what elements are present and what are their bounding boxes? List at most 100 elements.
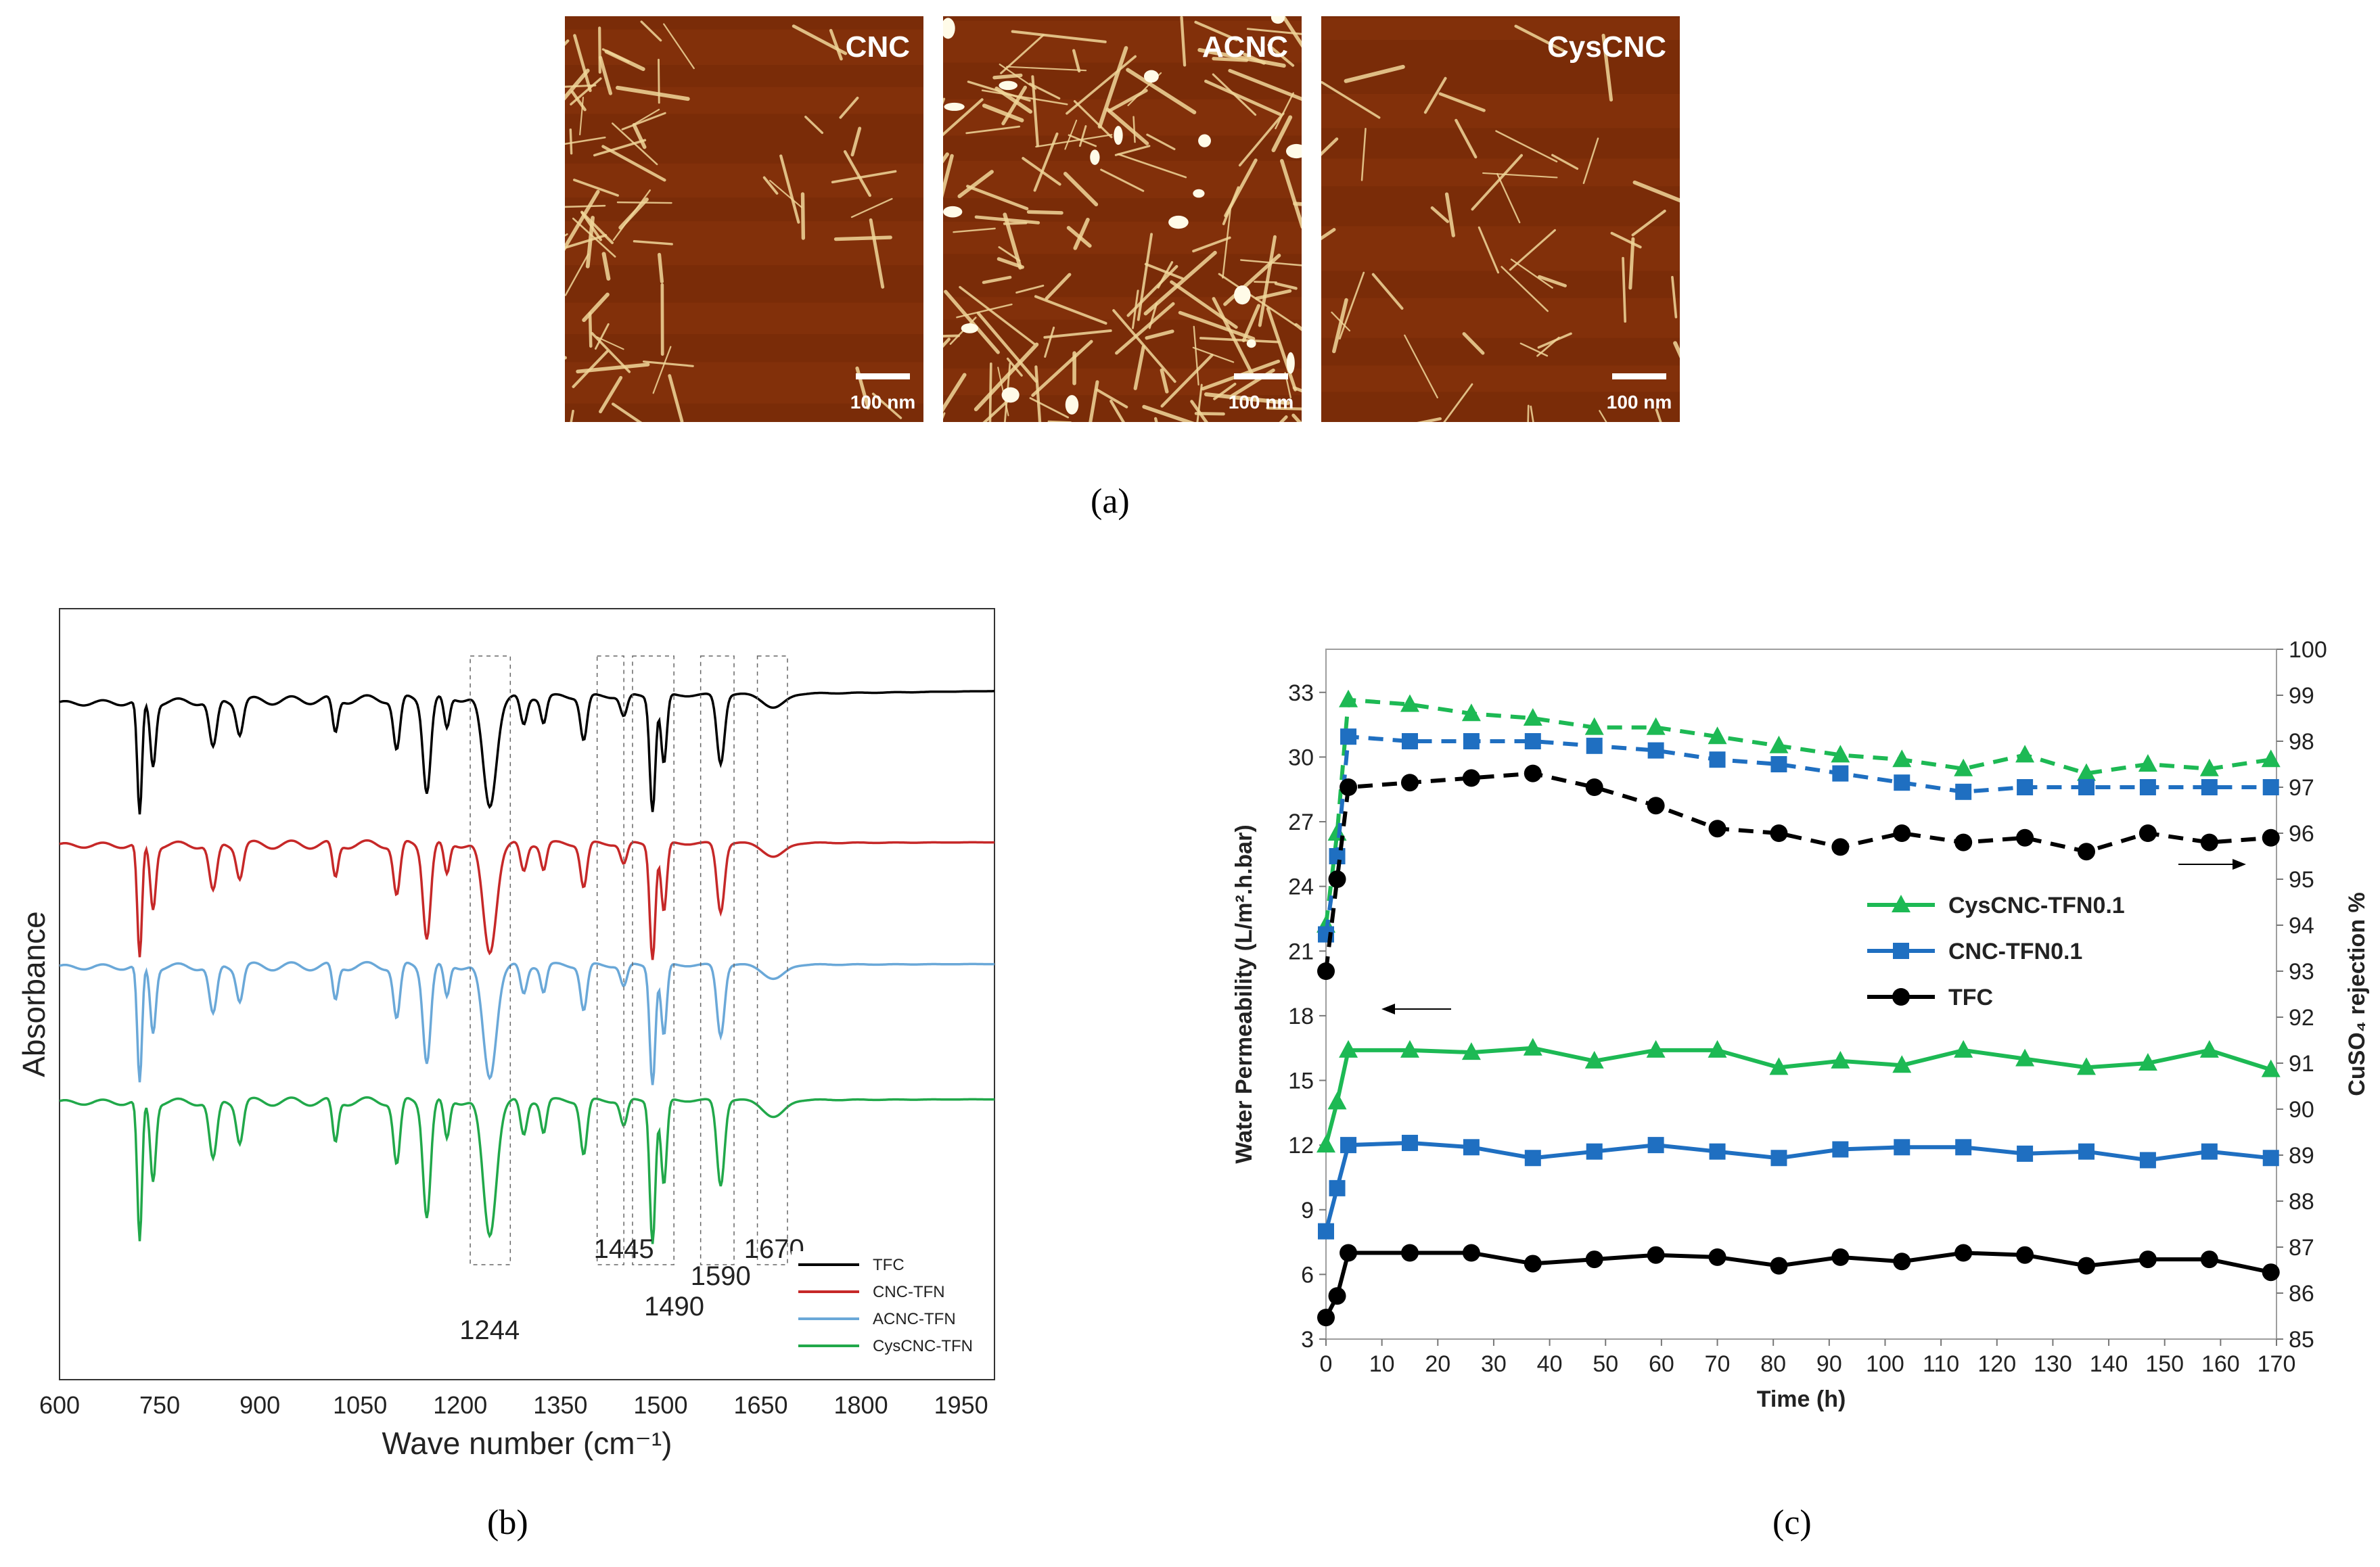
data-point-triangle (1317, 1135, 1335, 1153)
x-tick-label: 30 (1481, 1351, 1507, 1377)
afm-fiber (1196, 383, 1203, 422)
afm-fiber (1222, 206, 1232, 279)
afm-fiber (1266, 406, 1302, 411)
ftir-spectrum-cnc-tfn (59, 839, 995, 960)
afm-fiber (829, 28, 843, 61)
afm-fiber (658, 58, 660, 104)
afm-fiber (1117, 153, 1187, 179)
afm-fiber (1133, 345, 1145, 390)
afm-fiber (1462, 332, 1485, 355)
afm-fiber (1212, 73, 1257, 116)
afm-fiber (642, 360, 694, 367)
data-point-square (1463, 1139, 1480, 1156)
data-point-square (1894, 1139, 1910, 1156)
data-point-circle (2078, 843, 2095, 861)
afm-fiber (1114, 145, 1151, 156)
afm-fiber (1601, 33, 1614, 102)
y2-tick-label: 100 (2289, 637, 2327, 663)
data-point-square (1894, 774, 1910, 791)
afm-fiber (998, 246, 1021, 262)
x-tick-label: 60 (1649, 1351, 1674, 1377)
afm-fiber (1006, 357, 1023, 377)
data-point-circle (1317, 962, 1335, 980)
afm-fiber (632, 123, 647, 149)
y-axis-title: Water Permeability (L/m².h.bar) (1231, 824, 1257, 1163)
y-tick-label: 21 (1288, 939, 1314, 964)
afm-fiber (997, 257, 1024, 269)
afm-fiber (1148, 302, 1158, 329)
data-point-square (1709, 751, 1726, 768)
data-point-triangle (2015, 745, 2035, 763)
y-tick-label: 6 (1301, 1262, 1314, 1288)
afm-bright-spot (999, 80, 1017, 91)
afm-fiber (601, 145, 666, 182)
afm-fiber (1144, 262, 1184, 280)
afm-bright-spot (943, 206, 963, 218)
afm-fiber (573, 34, 592, 93)
x-tick-label: 140 (2090, 1351, 2128, 1377)
afm-fiber (1029, 83, 1061, 100)
x-tick-label: 130 (2034, 1351, 2072, 1377)
y-tick-label: 12 (1288, 1133, 1314, 1159)
afm-fiber (1631, 210, 1666, 237)
afm-fiber (1142, 404, 1195, 422)
afm-fiber (640, 20, 662, 42)
data-point-square (1524, 1150, 1541, 1167)
data-point-circle (2200, 833, 2218, 851)
afm-panel-acnc: ACNC 100 nm (943, 16, 1302, 422)
afm-fiber (1194, 20, 1238, 41)
data-point-circle (1524, 764, 1542, 782)
afm-fiber (1100, 168, 1145, 192)
legend-label: CNC-TFN (873, 1283, 945, 1301)
afm-fiber (1072, 49, 1081, 73)
afm-fiber (1482, 172, 1558, 179)
afm-fiber (1063, 172, 1099, 207)
data-point-circle (1524, 1255, 1542, 1273)
afm-fiber (1258, 235, 1277, 327)
data-point-circle (2138, 824, 2157, 842)
afm-fiber (1213, 382, 1237, 400)
rejection-line-cyscnc-tfn0.1 (1324, 697, 2272, 926)
data-point-square (1340, 1137, 1357, 1154)
data-point-square (1329, 1179, 1346, 1196)
afm-fiber (663, 23, 695, 70)
afm-fiber (1146, 133, 1176, 151)
data-point-square (2078, 779, 2095, 795)
data-point-square (1709, 1143, 1726, 1160)
data-point-circle (1831, 838, 1850, 856)
afm-fiber (1015, 284, 1045, 294)
data-point-square (2078, 1143, 2095, 1160)
data-point-triangle (1892, 749, 1912, 768)
afm-fiber (1115, 302, 1175, 355)
x-tick-label: 1500 (633, 1391, 687, 1419)
data-point-circle (1462, 1244, 1480, 1262)
afm-fiber (598, 26, 601, 74)
x-tick-label: 20 (1425, 1351, 1450, 1377)
afm-fiber (769, 179, 802, 208)
afm-fiber (779, 154, 800, 224)
afm-panel-title: CNC (846, 30, 910, 64)
afm-fiber (943, 373, 967, 413)
permeability-chart: 0 10 20 30 40 50 60 70 80 90 100 110 120 130 140 150 160… (1231, 637, 2370, 1412)
afm-fiber (1044, 326, 1055, 358)
data-point-triangle (1646, 717, 1666, 735)
afm-fiber (1514, 24, 1565, 52)
ftir-spectrum-cyscnc-tfn (59, 1096, 995, 1244)
peak-highlight-box (470, 655, 511, 1265)
afm-fiber (569, 128, 573, 155)
peak-highlight-box (632, 655, 674, 1265)
afm-fiber (601, 48, 630, 63)
afm-fiber (1000, 34, 1045, 74)
afm-fiber (871, 392, 902, 419)
afm-fiber (974, 342, 1039, 412)
data-point-triangle (1708, 726, 1727, 745)
data-point-square (1318, 1223, 1334, 1240)
afm-fiber (953, 227, 996, 233)
afm-fiber (839, 96, 859, 119)
data-point-square (2139, 1152, 2156, 1169)
x-tick-label: 750 (139, 1391, 180, 1419)
y2-tick-label: 88 (2289, 1189, 2314, 1215)
afm-fiber (1321, 137, 1339, 156)
data-point-square (1401, 1134, 1418, 1151)
data-point-square (1832, 1141, 1849, 1158)
